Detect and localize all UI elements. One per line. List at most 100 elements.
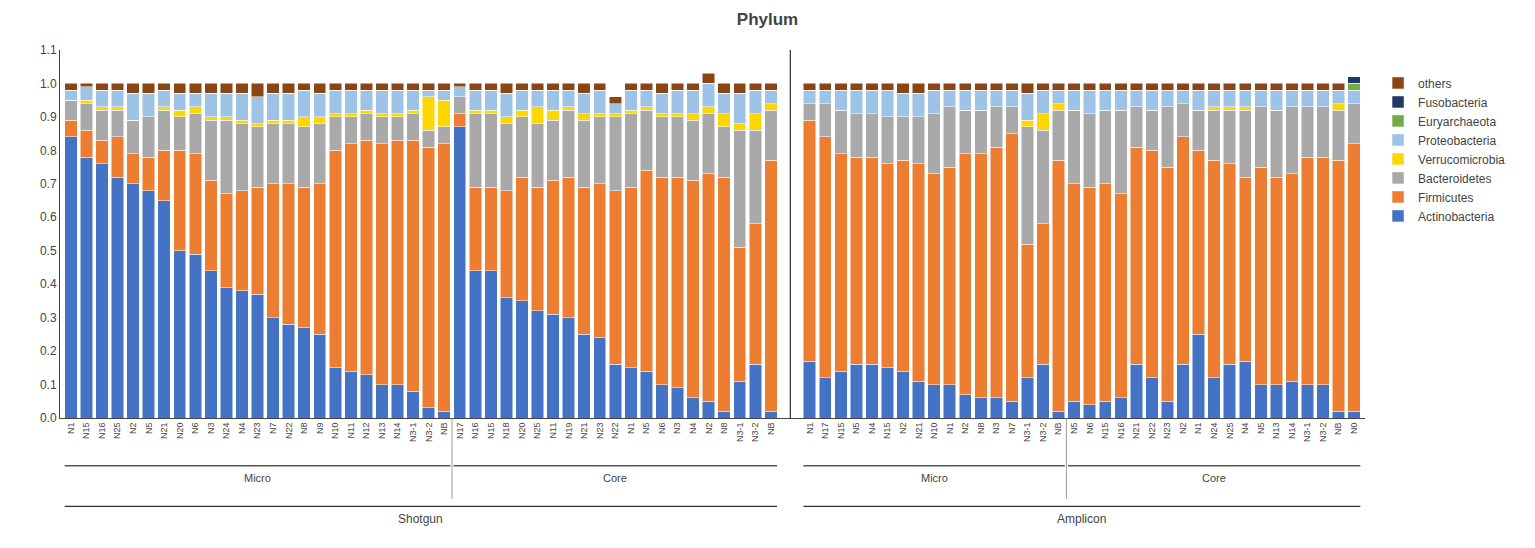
svg-text:Shotgun: Shotgun <box>398 512 443 526</box>
svg-text:N21: N21 <box>579 423 589 440</box>
svg-text:0.7: 0.7 <box>40 177 57 191</box>
svg-text:N15: N15 <box>81 423 91 440</box>
svg-text:N15: N15 <box>1100 423 1110 440</box>
svg-text:N4: N4 <box>688 423 698 435</box>
svg-text:N6: N6 <box>190 423 200 435</box>
svg-text:N14: N14 <box>392 423 402 440</box>
svg-text:N22: N22 <box>1147 423 1157 440</box>
svg-text:N3-1: N3-1 <box>1302 423 1312 443</box>
svg-text:N21: N21 <box>159 423 169 440</box>
svg-text:NB: NB <box>439 423 449 436</box>
svg-text:N1: N1 <box>1193 423 1203 435</box>
svg-text:N5: N5 <box>1069 423 1079 435</box>
svg-text:N5: N5 <box>641 423 651 435</box>
svg-text:N5: N5 <box>1256 423 1266 435</box>
svg-text:N8: N8 <box>976 423 986 435</box>
svg-text:N16: N16 <box>1116 423 1126 440</box>
svg-text:N4: N4 <box>867 423 877 435</box>
svg-text:others: others <box>1418 77 1451 91</box>
svg-text:0.5: 0.5 <box>40 244 57 258</box>
svg-text:N25: N25 <box>112 423 122 440</box>
svg-text:0.9: 0.9 <box>40 110 57 124</box>
svg-text:N2: N2 <box>1178 423 1188 435</box>
svg-text:N3: N3 <box>672 423 682 435</box>
svg-text:N3-2: N3-2 <box>750 423 760 443</box>
svg-text:N20: N20 <box>175 423 185 440</box>
svg-text:N3: N3 <box>206 423 216 435</box>
svg-text:N25: N25 <box>532 423 542 440</box>
svg-text:NB: NB <box>1054 423 1064 436</box>
svg-text:N24: N24 <box>1209 423 1219 440</box>
svg-text:N3-2: N3-2 <box>424 423 434 443</box>
svg-text:N3-1: N3-1 <box>735 423 745 443</box>
svg-text:1.0: 1.0 <box>40 77 57 91</box>
svg-text:N1: N1 <box>626 423 636 435</box>
svg-text:Micro: Micro <box>244 472 271 484</box>
svg-text:Core: Core <box>603 472 627 484</box>
svg-text:N11: N11 <box>548 423 558 439</box>
svg-text:N1: N1 <box>945 423 955 435</box>
svg-text:0.3: 0.3 <box>40 311 57 325</box>
svg-text:N22: N22 <box>284 423 294 440</box>
svg-text:N4: N4 <box>1240 423 1250 435</box>
svg-text:N22: N22 <box>610 423 620 440</box>
svg-text:N23: N23 <box>1162 423 1172 440</box>
svg-text:N15: N15 <box>836 423 846 440</box>
svg-text:N3: N3 <box>991 423 1001 435</box>
svg-text:Micro: Micro <box>921 472 948 484</box>
svg-text:0.0: 0.0 <box>40 411 57 425</box>
svg-text:N7: N7 <box>268 423 278 435</box>
svg-text:N1: N1 <box>805 423 815 435</box>
svg-text:N3-2: N3-2 <box>1038 423 1048 443</box>
svg-text:0.6: 0.6 <box>40 210 57 224</box>
svg-text:N25: N25 <box>1225 423 1235 440</box>
svg-text:N16: N16 <box>97 423 107 440</box>
svg-text:N5: N5 <box>144 423 154 435</box>
svg-text:N2: N2 <box>960 423 970 435</box>
svg-text:1.1: 1.1 <box>40 43 57 57</box>
svg-text:N6: N6 <box>1085 423 1095 435</box>
svg-text:N10: N10 <box>330 423 340 440</box>
svg-text:N21: N21 <box>914 423 924 440</box>
svg-text:N16: N16 <box>470 423 480 440</box>
svg-text:0.1: 0.1 <box>40 378 57 392</box>
svg-text:Verrucomicrobia: Verrucomicrobia <box>1418 153 1505 167</box>
svg-text:N13: N13 <box>377 423 387 440</box>
svg-text:N17: N17 <box>455 423 465 440</box>
svg-text:Amplicon: Amplicon <box>1057 512 1106 526</box>
svg-text:Bacteroidetes: Bacteroidetes <box>1418 172 1491 186</box>
svg-text:N23: N23 <box>252 423 262 440</box>
svg-text:Proteobacteria: Proteobacteria <box>1418 134 1496 148</box>
svg-text:N8: N8 <box>299 423 309 435</box>
svg-text:N2: N2 <box>128 423 138 435</box>
svg-text:N20: N20 <box>517 423 527 440</box>
svg-text:Core: Core <box>1202 472 1226 484</box>
svg-text:N1: N1 <box>66 423 76 435</box>
svg-text:NB: NB <box>766 423 776 436</box>
svg-text:Actinobacteria: Actinobacteria <box>1418 210 1494 224</box>
svg-text:N8: N8 <box>719 423 729 435</box>
svg-text:N21: N21 <box>1131 423 1141 440</box>
svg-text:N18: N18 <box>501 423 511 440</box>
svg-text:N15: N15 <box>486 423 496 440</box>
svg-text:0.4: 0.4 <box>40 277 57 291</box>
svg-text:N19: N19 <box>564 423 574 440</box>
svg-text:N5: N5 <box>851 423 861 435</box>
svg-text:N4: N4 <box>237 423 247 435</box>
svg-text:NB: NB <box>1333 423 1343 436</box>
svg-text:Phylum: Phylum <box>737 10 798 29</box>
svg-text:Euryarchaeota: Euryarchaeota <box>1418 115 1496 129</box>
svg-text:N11: N11 <box>346 423 356 439</box>
svg-text:N6: N6 <box>657 423 667 435</box>
svg-text:0.8: 0.8 <box>40 144 57 158</box>
svg-text:N10: N10 <box>929 423 939 440</box>
svg-text:N12: N12 <box>361 423 371 440</box>
svg-text:Firmicutes: Firmicutes <box>1418 191 1473 205</box>
svg-text:N9: N9 <box>315 423 325 435</box>
svg-text:N17: N17 <box>820 423 830 440</box>
svg-text:N3-1: N3-1 <box>408 423 418 443</box>
svg-text:N14: N14 <box>1287 423 1297 440</box>
svg-text:Fusobacteria: Fusobacteria <box>1418 96 1488 110</box>
svg-text:N3-2: N3-2 <box>1318 423 1328 443</box>
svg-text:0.2: 0.2 <box>40 344 57 358</box>
